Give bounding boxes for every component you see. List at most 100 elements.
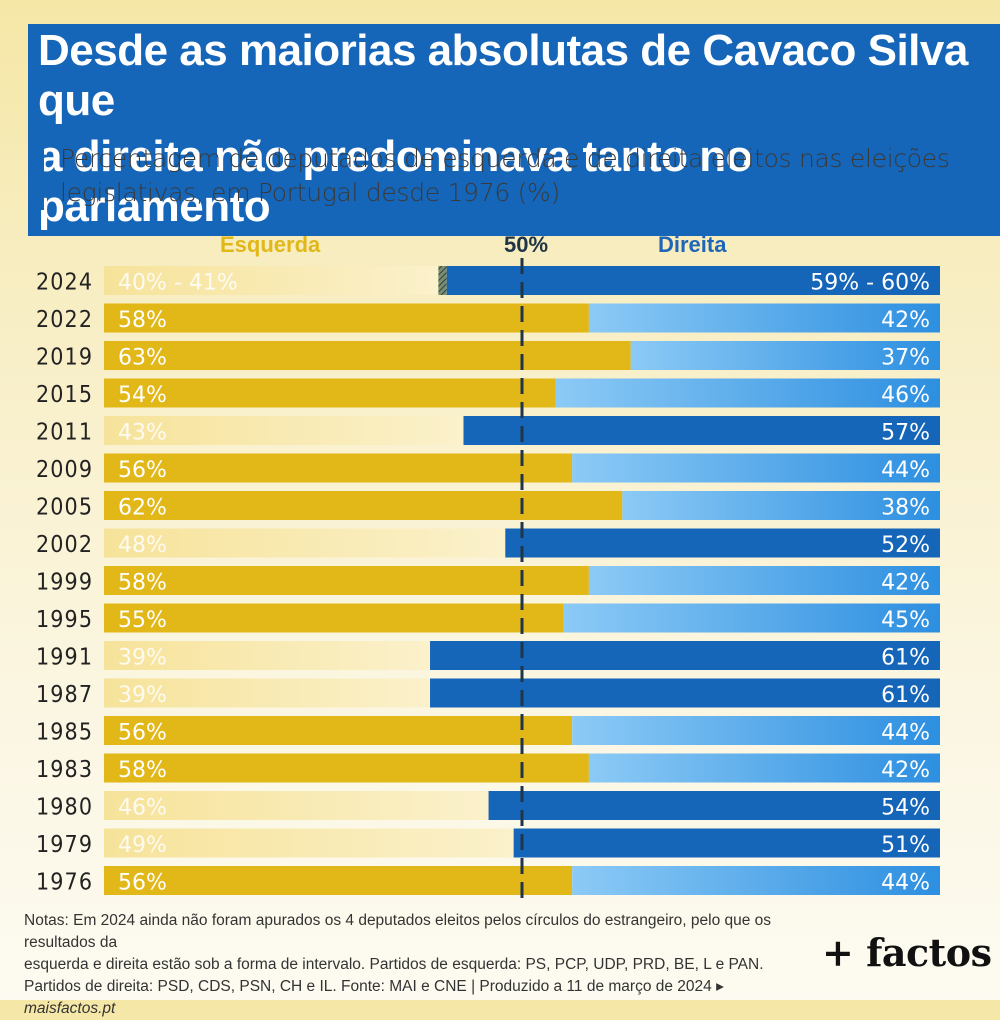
year-label: 1991 <box>36 645 92 671</box>
title-line-2: a direita não predominava tanto no parla… <box>28 130 1000 236</box>
value-label-esquerda: 63% <box>118 346 167 371</box>
value-label-esquerda: 58% <box>118 308 167 333</box>
value-label-direita: 42% <box>881 308 930 333</box>
value-label-esquerda: 46% <box>118 796 167 821</box>
bar-esquerda <box>104 303 589 333</box>
value-label-direita: 52% <box>881 533 930 558</box>
bar-direita <box>555 378 940 408</box>
bar-esquerda <box>104 566 589 595</box>
bar-direita <box>446 266 940 295</box>
value-label-direita: 44% <box>881 458 930 483</box>
value-label-esquerda: 40% - 41% <box>118 271 238 296</box>
bar-direita <box>563 603 940 633</box>
value-label-esquerda: 58% <box>118 571 167 596</box>
bar-esquerda <box>104 528 506 558</box>
year-label: 2022 <box>36 307 92 333</box>
bar-direita <box>513 828 940 858</box>
bar-direita <box>430 678 940 708</box>
year-label: 1983 <box>36 757 92 783</box>
year-label: 2002 <box>36 532 92 558</box>
value-label-esquerda: 54% <box>118 383 167 408</box>
bar-direita <box>622 491 940 520</box>
subtitle-line-2: legislativas, em Portugal desde 1976 (%) <box>60 178 560 207</box>
bar-esquerda <box>104 791 489 820</box>
value-label-direita: 59% - 60% <box>810 271 930 296</box>
value-label-direita: 51% <box>881 833 930 858</box>
bar-esquerda <box>104 266 439 295</box>
bar-direita <box>430 641 940 670</box>
year-label: 2024 <box>36 270 92 296</box>
value-label-esquerda: 43% <box>118 421 167 446</box>
bar-esquerda <box>104 491 623 520</box>
bar-esquerda <box>104 341 631 370</box>
bar-esquerda <box>104 828 514 858</box>
bar-esquerda <box>104 603 564 633</box>
notes-line-3: Partidos de direita: PSD, CDS, PSN, CH e… <box>24 976 804 1020</box>
year-label: 2019 <box>36 345 92 371</box>
notes-line-3-text: Partidos de direita: PSD, CDS, PSN, CH e… <box>24 978 724 995</box>
year-label: 1980 <box>36 795 92 821</box>
value-label-direita: 61% <box>881 646 930 671</box>
value-label-direita: 44% <box>881 871 930 896</box>
value-label-esquerda: 56% <box>118 871 167 896</box>
title: Desde as maiorias absolutas de Cavaco Si… <box>28 24 1000 236</box>
bar-direita <box>488 791 940 820</box>
bar-esquerda <box>104 416 464 445</box>
value-label-direita: 44% <box>881 721 930 746</box>
value-label-direita: 45% <box>881 608 930 633</box>
bar-direita <box>463 416 940 445</box>
value-label-direita: 57% <box>881 421 930 446</box>
bar-esquerda <box>104 641 431 670</box>
value-label-esquerda: 62% <box>118 496 167 521</box>
notes-line-2: esquerda e direita estão sob a forma de … <box>24 956 764 973</box>
value-label-direita: 54% <box>881 796 930 821</box>
subtitle: Percentagem de deputados de esquerda e d… <box>38 142 960 210</box>
title-line-1: Desde as maiorias absolutas de Cavaco Si… <box>28 24 1000 130</box>
year-label: 2009 <box>36 457 92 483</box>
legend-esquerda: Esquerda <box>220 232 321 257</box>
year-label: 1995 <box>36 607 92 633</box>
year-label: 1985 <box>36 720 92 746</box>
midline-label: 50% <box>504 232 549 257</box>
value-label-esquerda: 55% <box>118 608 167 633</box>
bar-direita <box>572 453 940 483</box>
bar-direita <box>505 528 940 558</box>
value-label-direita: 46% <box>881 383 930 408</box>
bar-direita <box>588 303 940 333</box>
bar-esquerda <box>104 678 431 708</box>
year-label: 2005 <box>36 495 92 521</box>
bar-esquerda <box>104 753 589 783</box>
value-label-esquerda: 58% <box>118 758 167 783</box>
year-label: 1987 <box>36 682 92 708</box>
year-label: 1979 <box>36 832 92 858</box>
value-label-direita: 42% <box>881 571 930 596</box>
year-label: 2011 <box>36 420 92 446</box>
source-link[interactable]: maisfactos.pt <box>24 1000 116 1017</box>
value-label-direita: 42% <box>881 758 930 783</box>
value-label-direita: 37% <box>881 346 930 371</box>
value-label-esquerda: 49% <box>118 833 167 858</box>
value-label-esquerda: 39% <box>118 683 167 708</box>
bar-direita <box>630 341 940 370</box>
value-label-esquerda: 56% <box>118 721 167 746</box>
year-label: 1999 <box>36 570 92 596</box>
value-label-esquerda: 56% <box>118 458 167 483</box>
year-label: 2015 <box>36 382 92 408</box>
bar-esquerda <box>104 866 573 895</box>
legend-direita: Direita <box>658 232 727 257</box>
bar-esquerda <box>104 378 556 408</box>
bar-esquerda <box>104 716 573 745</box>
value-label-direita: 61% <box>881 683 930 708</box>
subtitle-line-1: Percentagem de deputados de esquerda e d… <box>60 144 950 173</box>
value-label-esquerda: 39% <box>118 646 167 671</box>
year-label: 1976 <box>36 870 92 896</box>
value-label-direita: 38% <box>881 496 930 521</box>
brand-logo: + factos <box>822 930 992 975</box>
bar-direita <box>572 716 940 745</box>
bar-direita <box>588 566 940 595</box>
bar-direita <box>572 866 940 895</box>
notes: Notas: Em 2024 ainda não foram apurados … <box>24 910 804 1020</box>
bar-uncertain <box>438 266 447 295</box>
value-label-esquerda: 48% <box>118 533 167 558</box>
